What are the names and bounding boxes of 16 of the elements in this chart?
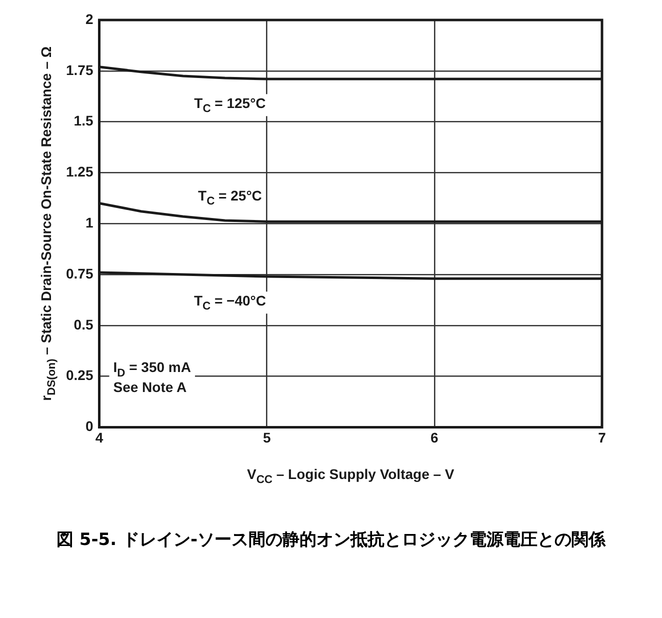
y-tick-label: 2 <box>85 10 94 27</box>
y-tick-label: 0.5 <box>74 316 94 332</box>
y-tick-label: 0.75 <box>66 265 94 282</box>
x-tick-label: 4 <box>95 429 104 446</box>
x-tick-label: 5 <box>262 429 271 446</box>
y-tick-label: 1 <box>85 214 94 230</box>
y-axis-title: rDS(on) – Static Drain-Source On-State Resistance – Ω <box>38 46 58 401</box>
text: 図 5-5. ドレイン-ソース間の静的オン抵抗とロジック電源電圧との関係 <box>55 529 607 552</box>
y-tick-label: 1.75 <box>66 62 94 78</box>
y-tick-label: 0 <box>85 418 94 434</box>
y-tick-label: 1.5 <box>74 112 94 129</box>
annotation: See Note A <box>113 379 187 396</box>
y-tick-label: 0.25 <box>66 367 94 384</box>
x-tick-label: 7 <box>598 429 606 446</box>
x-tick-label: 6 <box>430 429 439 446</box>
y-tick-label: 1.25 <box>66 164 94 180</box>
